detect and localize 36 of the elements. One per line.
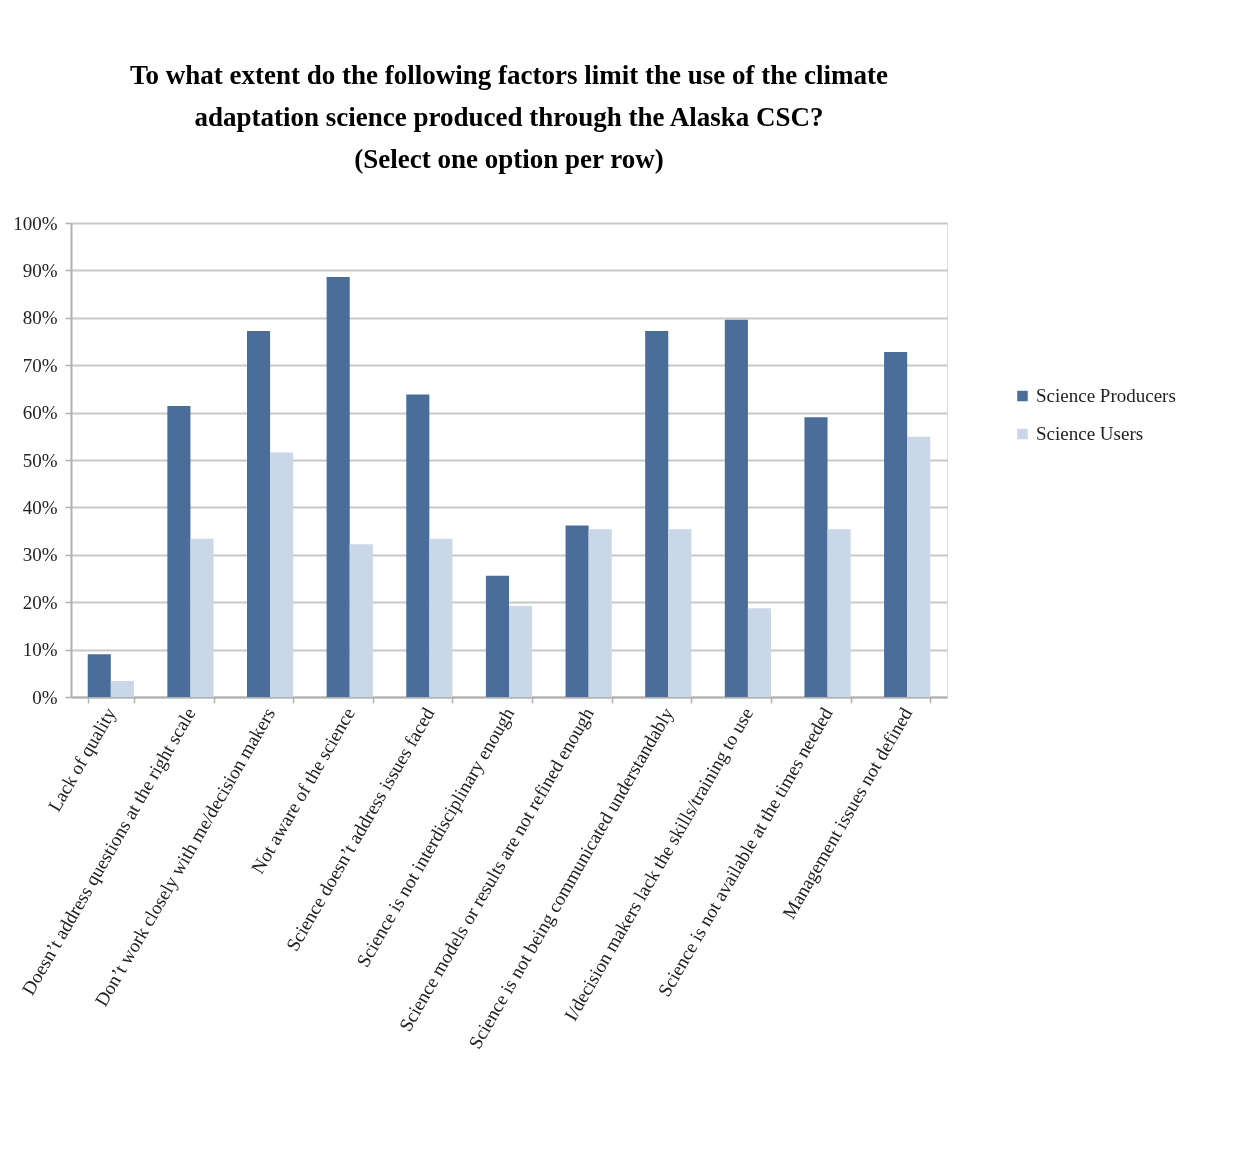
y-tick-label: 70%: [22, 354, 58, 376]
y-tick-label: 80%: [22, 307, 58, 329]
y-tick-label: 100%: [13, 212, 58, 234]
y-tick-label: 10%: [22, 639, 58, 661]
bar: [565, 525, 589, 697]
bar: [645, 331, 669, 697]
bar: [429, 538, 453, 697]
bar: [827, 529, 851, 697]
bar: [349, 544, 373, 697]
bar: [190, 538, 214, 697]
y-tick-label: 60%: [22, 402, 58, 424]
y-tick-label: 50%: [22, 449, 58, 471]
y-tick-label: 40%: [22, 496, 58, 518]
bar: [724, 319, 748, 697]
bar: [326, 277, 350, 697]
bar: [884, 351, 908, 697]
bar: [485, 575, 509, 697]
bar: [509, 605, 533, 697]
legend-label: Science Users: [1036, 423, 1144, 445]
bar: [270, 452, 294, 697]
bar: [668, 529, 692, 697]
bar: [247, 331, 271, 697]
bar: [87, 654, 111, 697]
bar: [907, 436, 931, 697]
y-tick-label: 20%: [22, 591, 58, 613]
legend-label: Science Producers: [1036, 385, 1176, 407]
bar: [167, 405, 191, 697]
chart-title: To what extent do the following factors limit the use of the climate adaptation science produced through the Alaska CSC? (Select one option per row): [130, 60, 888, 174]
bar: [110, 680, 134, 697]
y-tick-label: 0%: [32, 686, 58, 708]
bar: [804, 417, 828, 697]
bar: [747, 608, 771, 697]
bar: [406, 394, 430, 697]
y-tick-label: 90%: [22, 259, 58, 281]
bar: [588, 529, 612, 697]
y-tick-label: 30%: [22, 544, 58, 566]
